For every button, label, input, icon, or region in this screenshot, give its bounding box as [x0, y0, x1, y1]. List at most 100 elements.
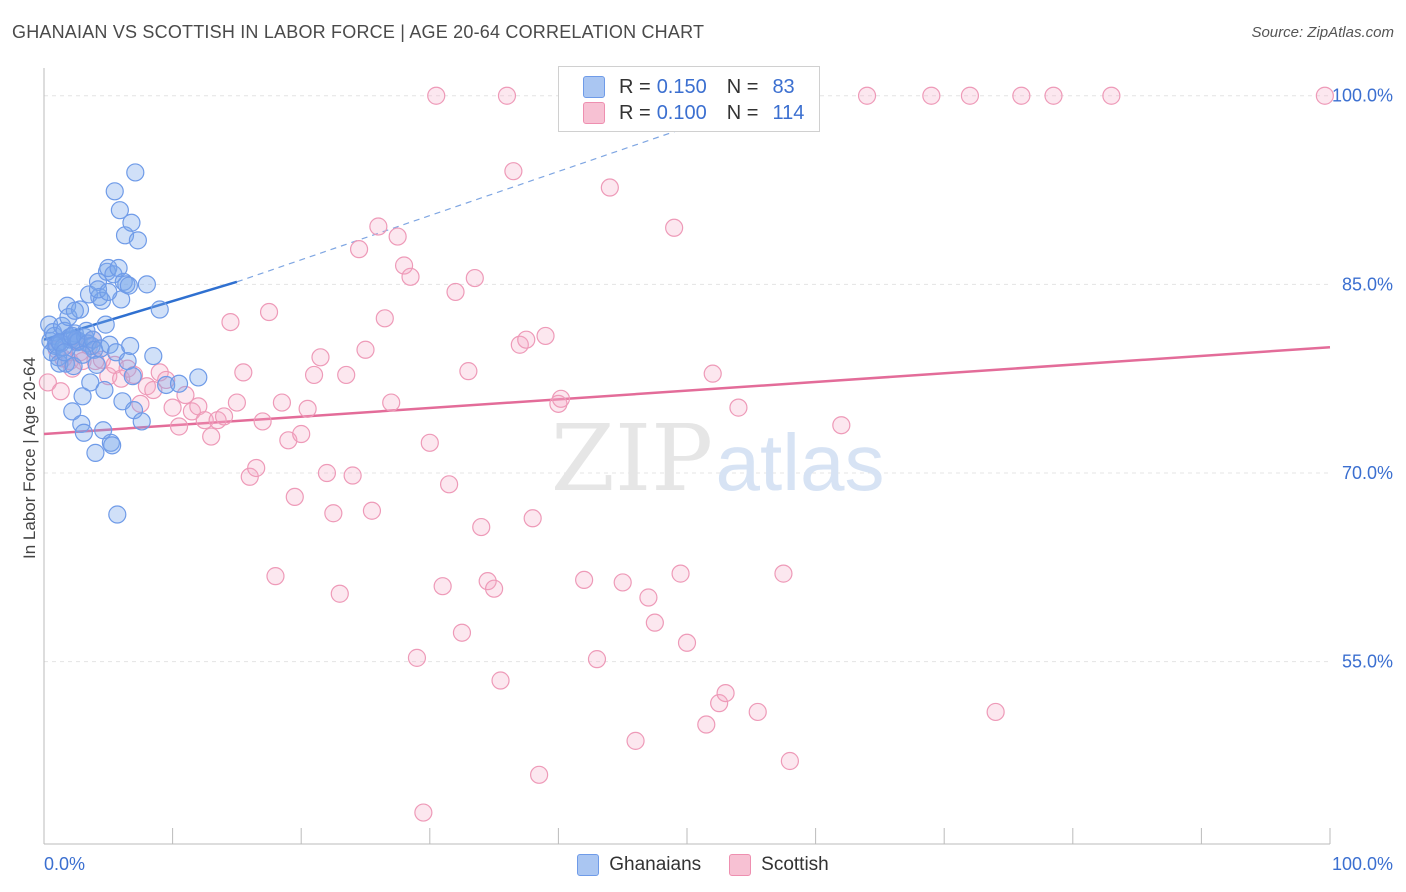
point-scottish	[195, 411, 214, 430]
point-ghanaians	[132, 412, 151, 431]
legend-r-label: R =	[619, 75, 651, 98]
point-ghanaians	[119, 276, 138, 295]
point-scottish	[697, 715, 716, 734]
watermark-zip: ZIP	[551, 405, 713, 512]
point-scottish	[407, 648, 427, 667]
trend-line-ghanaians	[43, 280, 238, 341]
trend-lines	[43, 91, 1331, 436]
point-scottish	[536, 326, 555, 346]
point-scottish	[986, 702, 1005, 722]
legend-swatch-scottish	[583, 102, 605, 124]
legend-n-value: 83	[772, 75, 795, 98]
y-tick-label-70: 70.0%	[1342, 463, 1393, 483]
point-scottish	[330, 584, 349, 603]
point-scottish	[703, 364, 722, 383]
point-ghanaians	[144, 346, 163, 366]
data-points	[38, 86, 1334, 822]
axes	[43, 68, 1331, 845]
point-scottish	[491, 671, 510, 690]
point-scottish	[857, 86, 877, 105]
point-scottish	[356, 340, 375, 359]
point-ghanaians	[86, 443, 105, 462]
x-tick-label-max: 100.0%	[1332, 854, 1393, 874]
point-scottish	[497, 86, 517, 105]
point-scottish	[266, 567, 285, 586]
point-scottish	[420, 433, 439, 452]
point-ghanaians	[157, 375, 176, 395]
point-scottish	[504, 162, 523, 181]
point-scottish	[298, 399, 317, 418]
point-scottish	[710, 694, 729, 713]
point-scottish	[613, 573, 632, 592]
point-scottish	[523, 509, 542, 528]
point-scottish	[214, 407, 234, 426]
point-scottish	[304, 365, 324, 385]
point-ghanaians	[65, 301, 84, 320]
source-label: Source: ZipAtlas.com	[1251, 24, 1394, 41]
point-scottish	[677, 633, 697, 652]
point-ghanaians	[123, 367, 142, 386]
point-scottish	[317, 463, 337, 483]
point-scottish	[748, 702, 767, 722]
point-scottish	[343, 466, 362, 485]
point-ghanaians	[128, 231, 147, 250]
point-scottish	[311, 348, 330, 367]
point-scottish	[645, 613, 664, 632]
point-scottish	[259, 302, 279, 322]
point-ghanaians	[150, 300, 169, 319]
point-scottish	[362, 501, 382, 520]
y-tick-label-55: 55.0%	[1342, 652, 1393, 672]
point-ghanaians	[126, 163, 145, 182]
point-ghanaians	[73, 345, 92, 364]
point-scottish	[253, 412, 272, 431]
point-scottish	[51, 382, 70, 401]
legend-swatch-scottish	[729, 854, 752, 876]
point-scottish	[324, 504, 343, 523]
point-scottish	[600, 178, 619, 197]
point-scottish	[478, 572, 497, 591]
point-scottish	[382, 393, 401, 412]
point-ghanaians	[108, 505, 127, 524]
legend-row-scottish: R = 0.100 N = 114	[583, 99, 804, 127]
y-axis-label: In Labor Force | Age 20-64	[20, 357, 39, 559]
point-scottish	[671, 564, 690, 583]
point-scottish	[272, 393, 292, 412]
point-scottish	[549, 394, 568, 413]
legend-item-ghanaians[interactable]: Ghanaians	[577, 854, 701, 876]
trend-line-scottish	[43, 346, 1331, 436]
point-scottish	[369, 217, 388, 236]
legend-item-scottish[interactable]: Scottish	[729, 854, 829, 876]
point-scottish	[626, 731, 645, 750]
point-scottish	[169, 417, 189, 436]
x-tick-label-min: 0.0%	[44, 854, 85, 874]
point-scottish	[176, 385, 195, 405]
legend-swatch-ghanaians	[577, 854, 600, 876]
point-ghanaians	[189, 368, 208, 387]
point-ghanaians	[87, 355, 106, 374]
legend-row-ghanaians: R = 0.150 N = 83	[583, 73, 795, 101]
point-scottish	[234, 363, 253, 382]
point-ghanaians	[103, 436, 122, 455]
legend-r-value: 0.100	[656, 101, 707, 124]
point-scottish	[38, 373, 57, 392]
point-ghanaians	[74, 423, 93, 442]
legend-n-label: N =	[726, 75, 759, 98]
point-scottish	[465, 268, 484, 288]
point-ghanaians	[73, 387, 92, 406]
point-ghanaians	[118, 351, 137, 371]
point-scottish	[292, 424, 311, 444]
point-ghanaians	[81, 373, 100, 392]
point-scottish	[517, 330, 536, 349]
watermark: ZIP atlas	[551, 405, 885, 512]
point-scottish	[774, 564, 793, 583]
point-scottish	[401, 267, 420, 286]
point-ghanaians	[99, 282, 118, 302]
chart-title: GHANAIAN VS SCOTTISH IN LABOR FORCE | AG…	[12, 22, 705, 42]
point-ghanaians	[137, 275, 156, 294]
legend-label-scottish: Scottish	[761, 854, 829, 875]
point-scottish	[247, 458, 266, 478]
point-scottish	[227, 393, 246, 412]
point-ghanaians	[100, 335, 119, 354]
point-scottish	[349, 240, 369, 259]
point-scottish	[780, 751, 799, 771]
